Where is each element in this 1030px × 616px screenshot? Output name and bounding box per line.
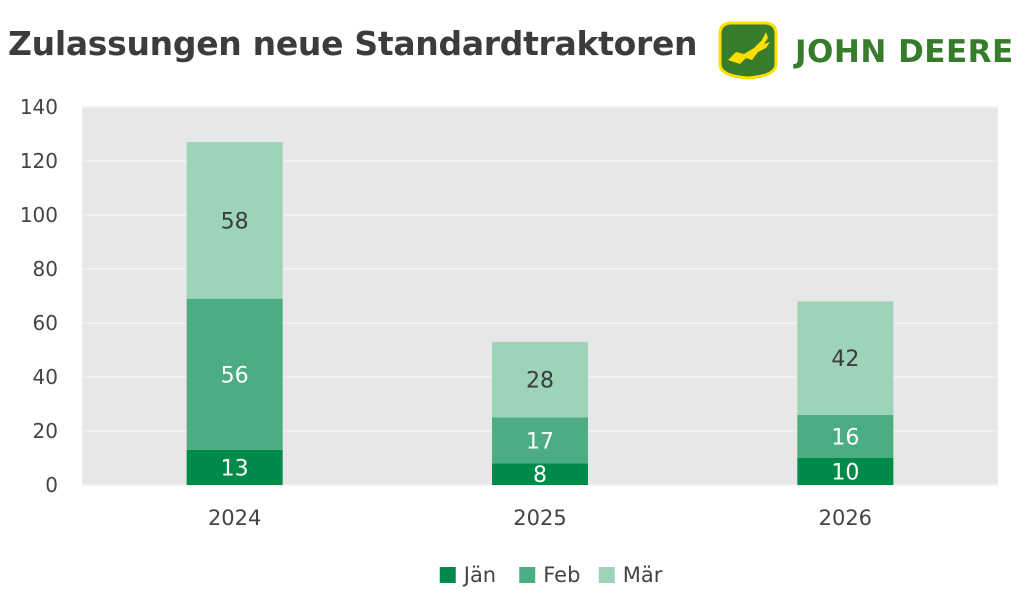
legend-swatch	[598, 567, 615, 583]
data-label: 28	[526, 369, 554, 394]
bar-segment	[797, 414, 894, 458]
data-label: 16	[831, 425, 859, 450]
brand-name: JOHN DEERE	[795, 34, 1014, 70]
data-label: 13	[221, 456, 249, 481]
legend-label: Jän	[462, 563, 496, 587]
bar-segment	[492, 341, 588, 418]
john-deere-logo	[718, 21, 778, 80]
bar-segment	[186, 142, 283, 299]
leaping-deer-icon	[718, 21, 778, 80]
y-tick-label: 140	[20, 95, 58, 119]
y-tick-label: 80	[33, 257, 58, 281]
legend-label: Mär	[623, 563, 663, 587]
data-label: 58	[221, 209, 249, 234]
data-label: 56	[221, 363, 249, 388]
bar-segment	[797, 458, 894, 485]
x-tick-label: 2026	[819, 506, 872, 530]
y-tick-label: 20	[33, 419, 58, 443]
y-tick-label: 0	[45, 473, 58, 497]
bar-segment	[186, 449, 283, 485]
x-tick-label: 2025	[513, 506, 566, 530]
legend-label: Feb	[543, 563, 580, 587]
legend-swatch	[439, 567, 456, 583]
data-label: 42	[831, 347, 859, 372]
data-label: 17	[526, 429, 554, 454]
data-label: 10	[831, 461, 859, 486]
x-tick-label: 2024	[208, 506, 261, 530]
legend-swatch	[519, 567, 536, 583]
y-tick-label: 60	[33, 311, 58, 335]
y-tick-label: 100	[20, 203, 58, 227]
data-label: 8	[533, 463, 547, 488]
bar-segment	[492, 417, 588, 464]
y-tick-label: 40	[33, 365, 58, 389]
y-tick-label: 120	[20, 149, 58, 173]
bar-segment	[186, 298, 283, 450]
chart-title: Zulassungen neue Standardtraktoren	[8, 24, 698, 63]
bar-segment	[492, 463, 588, 485]
bar-segment	[797, 301, 894, 415]
